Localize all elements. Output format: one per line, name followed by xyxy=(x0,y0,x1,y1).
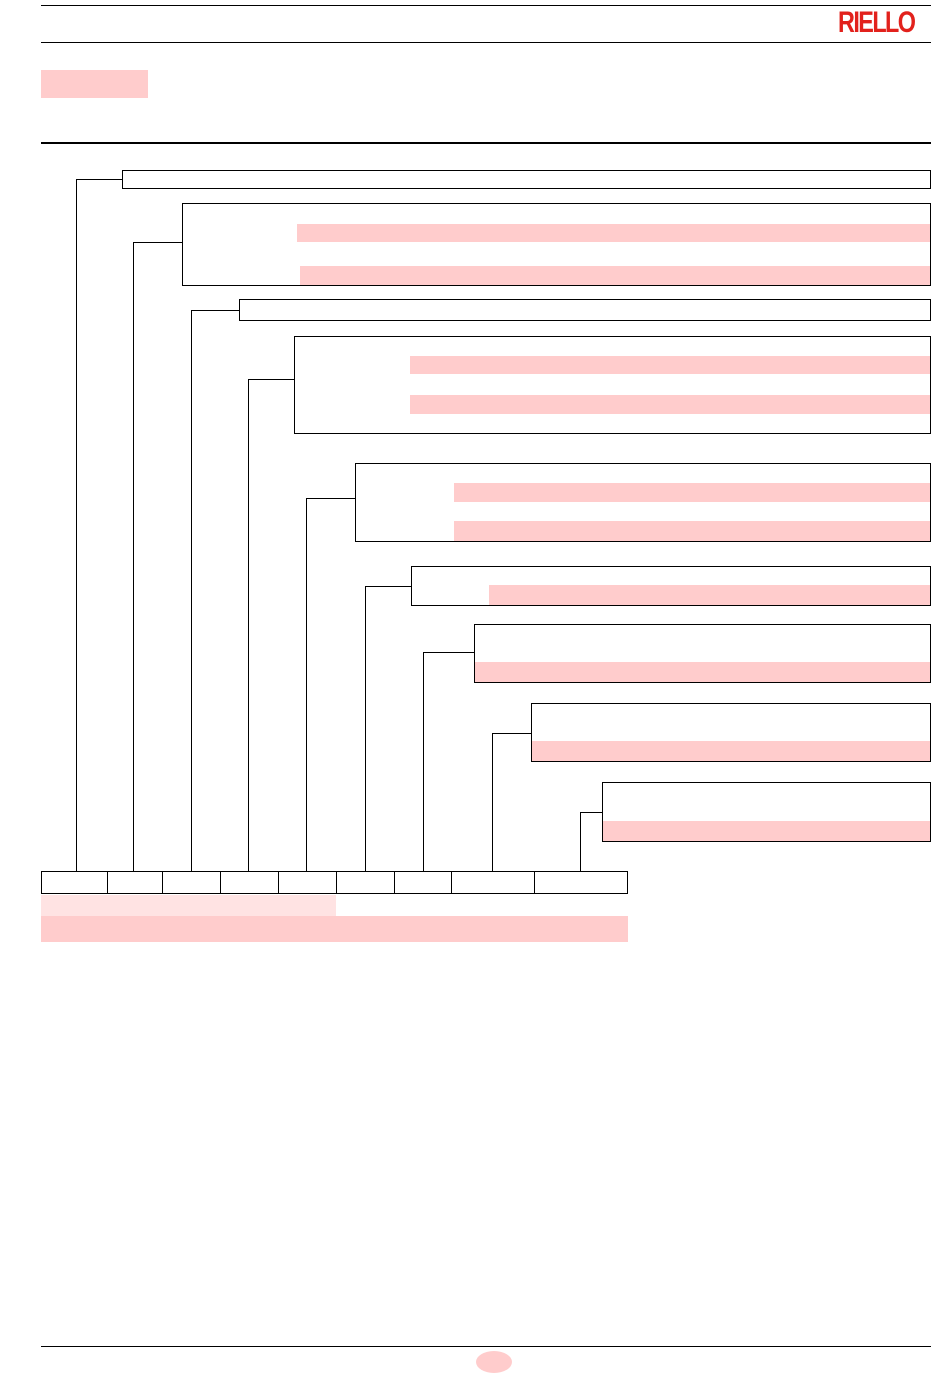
designation-box-3 xyxy=(239,299,931,321)
connector-6-vertical xyxy=(365,586,366,872)
designation-box-2-line-2 xyxy=(300,266,930,285)
designation-box-4-line-2 xyxy=(410,395,930,414)
code-note-2 xyxy=(41,916,628,942)
designation-box-4 xyxy=(294,336,931,434)
connector-9-horizontal xyxy=(580,812,602,813)
code-cell-2 xyxy=(107,871,163,894)
connector-6-horizontal xyxy=(365,586,411,587)
code-cell-4 xyxy=(220,871,279,894)
section-rule xyxy=(41,142,931,144)
code-cell-3 xyxy=(162,871,221,894)
connector-5-vertical xyxy=(306,498,307,872)
brand-logo: RIELLO xyxy=(838,6,916,39)
section-label xyxy=(41,70,148,98)
code-cell-5 xyxy=(278,871,337,894)
connector-5-horizontal xyxy=(306,498,355,499)
connector-2-vertical xyxy=(133,242,134,872)
connector-2-horizontal xyxy=(133,242,182,243)
connector-8-vertical xyxy=(492,733,493,872)
designation-box-5-line-2 xyxy=(454,521,930,541)
code-cell-7 xyxy=(394,871,452,894)
code-cell-8 xyxy=(451,871,535,894)
connector-3-vertical xyxy=(191,310,192,872)
connector-1-horizontal xyxy=(76,179,122,180)
connector-4-horizontal xyxy=(248,379,294,380)
designation-box-6-line-1 xyxy=(489,585,930,605)
designation-box-1 xyxy=(122,170,931,189)
header-top-rule xyxy=(41,5,931,6)
connector-4-vertical xyxy=(248,379,249,872)
designation-box-9-line-1 xyxy=(603,821,930,841)
connector-8-horizontal xyxy=(492,733,531,734)
header-bottom-rule xyxy=(41,42,931,43)
code-note-1 xyxy=(41,895,336,916)
code-cell-9 xyxy=(534,871,628,894)
designation-box-8-line-1 xyxy=(532,741,930,761)
code-cell-1 xyxy=(41,871,108,894)
code-cell-6 xyxy=(336,871,395,894)
designation-box-7-line-1 xyxy=(475,662,930,682)
connector-3-horizontal xyxy=(191,310,239,311)
designation-box-5-line-1 xyxy=(454,483,930,502)
connector-9-vertical xyxy=(580,812,581,872)
connector-7-vertical xyxy=(423,652,424,872)
page-number-badge xyxy=(476,1351,512,1373)
connector-7-horizontal xyxy=(423,652,474,653)
designation-box-2-line-1 xyxy=(297,224,930,242)
designation-box-4-line-1 xyxy=(410,356,930,374)
connector-1-vertical xyxy=(76,179,77,872)
footer-rule xyxy=(41,1346,931,1347)
